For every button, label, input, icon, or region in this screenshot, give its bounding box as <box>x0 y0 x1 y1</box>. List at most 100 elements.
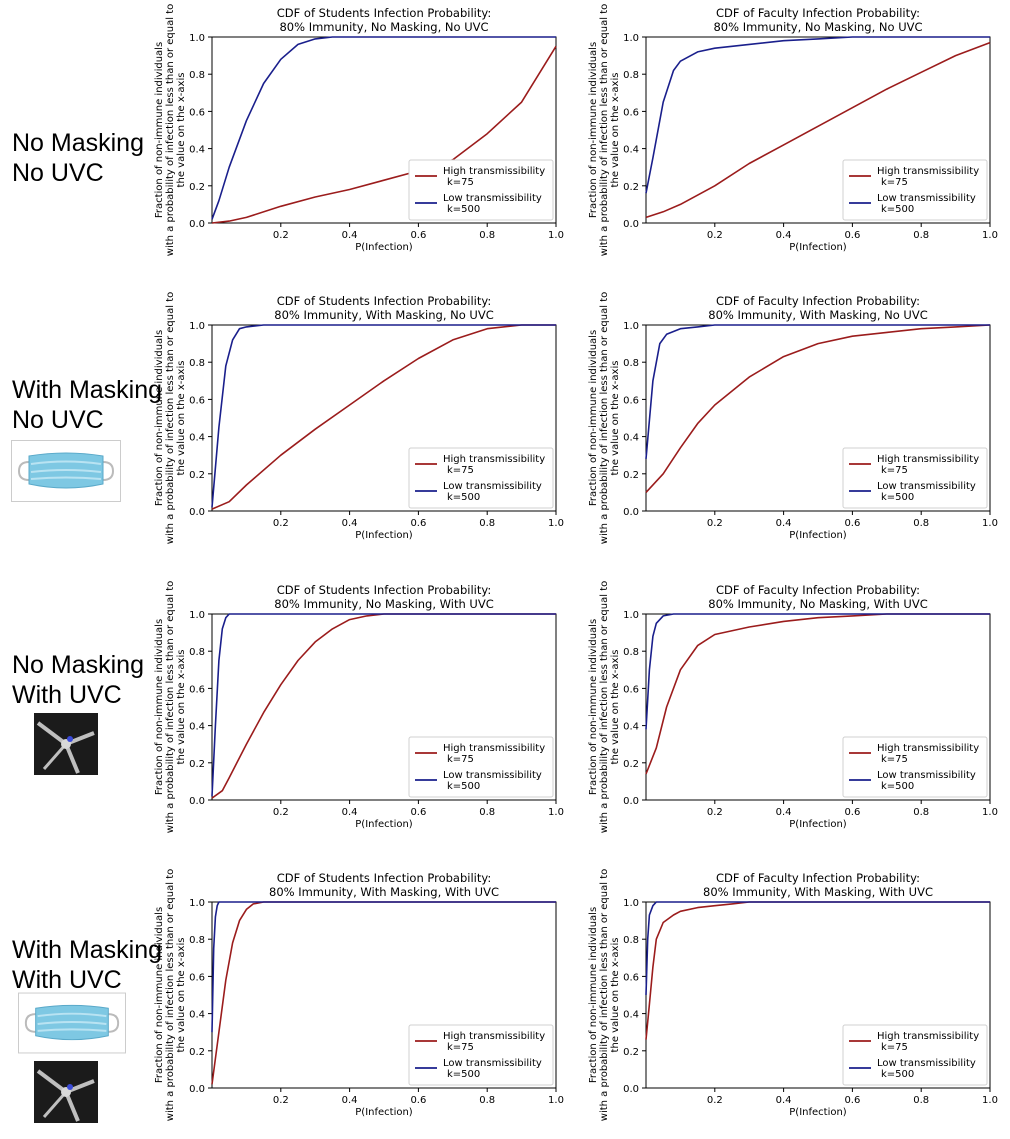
legend-box <box>842 1024 988 1086</box>
x-tick-label: 1.0 <box>548 807 564 818</box>
y-tick-label: 0.6 <box>189 107 205 118</box>
y-tick-label: 0.2 <box>623 1047 639 1058</box>
y-tick-label: 0.6 <box>189 684 205 695</box>
x-tick-label: 0.4 <box>342 518 358 529</box>
y-tick-label: 0.4 <box>623 145 639 156</box>
series-line-low-transmissibility <box>211 901 556 1033</box>
y-tick-label: 0.8 <box>623 358 639 369</box>
y-axis-label-line: Fraction of non-immune individuals <box>154 330 165 506</box>
y-tick-label: 1.0 <box>623 898 639 909</box>
y-axis-label-line: the value on the x-axis <box>176 938 187 1053</box>
legend-label-k: k=500 <box>881 492 914 503</box>
y-axis-label-line: the value on the x-axis <box>610 938 621 1053</box>
y-tick-label: 0.8 <box>623 647 639 658</box>
series-line-high-transmissibility <box>645 901 990 1040</box>
chart-title: CDF of Faculty Infection Probability: <box>716 6 920 20</box>
y-tick-label: 0.0 <box>623 507 639 518</box>
x-tick-label: 0.4 <box>342 1095 358 1106</box>
legend-label: Low transmissibility <box>877 193 976 204</box>
x-tick-label: 0.8 <box>913 230 929 241</box>
x-tick-label: 0.6 <box>410 1095 426 1106</box>
y-tick-label: 0.8 <box>189 70 205 81</box>
chart-title: CDF of Students Infection Probability: <box>277 6 491 20</box>
legend-label-k: k=75 <box>881 1042 908 1053</box>
chart-subtitle: 80% Immunity, No Masking, No UVC <box>713 20 922 34</box>
x-axis-label: P(Infection) <box>355 242 413 253</box>
y-tick-label: 0.4 <box>189 722 205 733</box>
y-tick-label: 0.0 <box>623 219 639 230</box>
legend-label: Low transmissibility <box>877 1058 976 1069</box>
series-line-high-transmissibility <box>211 45 557 224</box>
legend-label-k: k=500 <box>447 781 480 792</box>
y-axis-label-line: with a probability of infection less tha… <box>165 292 176 544</box>
legend-label: Low transmissibility <box>877 770 976 781</box>
legend-label: High transmissibility <box>877 743 979 754</box>
series-line-low-transmissibility <box>645 324 990 459</box>
y-tick-label: 0.6 <box>623 395 639 406</box>
x-tick-label: 0.4 <box>776 807 792 818</box>
chart-faculty-masking-uvc: CDF of Faculty Infection Probability:80%… <box>588 869 998 1121</box>
legend-label-k: k=500 <box>881 1069 914 1080</box>
y-axis-label-line: with a probability of infection less tha… <box>165 581 176 833</box>
x-axis-label: P(Infection) <box>789 819 847 830</box>
legend-label: Low transmissibility <box>877 481 976 492</box>
chart-students-no-masking-no-uvc: CDF of Students Infection Probability:80… <box>154 4 564 256</box>
y-axis-label-line: Fraction of non-immune individuals <box>154 907 165 1083</box>
series-line-low-transmissibility <box>645 901 990 996</box>
y-tick-label: 0.8 <box>189 647 205 658</box>
y-axis-label-line: Fraction of non-immune individuals <box>588 330 599 506</box>
x-tick-label: 0.2 <box>707 1095 723 1106</box>
chart-faculty-no-masking-no-uvc: CDF of Faculty Infection Probability:80%… <box>588 4 998 256</box>
x-axis-label: P(Infection) <box>355 819 413 830</box>
legend-label: High transmissibility <box>877 454 979 465</box>
series-line-high-transmissibility <box>645 41 991 219</box>
legend-label-k: k=75 <box>447 177 474 188</box>
x-tick-label: 0.4 <box>776 230 792 241</box>
legend-label: High transmissibility <box>443 454 545 465</box>
y-axis-label-line: the value on the x-axis <box>176 650 187 765</box>
legend-label: High transmissibility <box>443 743 545 754</box>
x-tick-label: 1.0 <box>982 518 998 529</box>
y-axis-label: Fraction of non-immune individuals with a… <box>588 292 621 544</box>
x-tick-label: 1.0 <box>548 518 564 529</box>
series-line-low-transmissibility <box>211 613 556 797</box>
legend-box <box>842 447 988 509</box>
row-label-line2: No UVC <box>12 406 104 434</box>
y-tick-label: 1.0 <box>623 33 639 44</box>
legend-label-k: k=75 <box>447 1042 474 1053</box>
y-tick-label: 0.2 <box>189 182 205 193</box>
x-tick-label: 1.0 <box>548 230 564 241</box>
y-axis-label: Fraction of non-immune individuals with a… <box>588 869 621 1121</box>
x-axis-label: P(Infection) <box>789 1107 847 1118</box>
chart-students-no-masking-uvc: CDF of Students Infection Probability:80… <box>154 581 564 833</box>
y-tick-label: 0.4 <box>189 145 205 156</box>
legend-box <box>408 1024 554 1086</box>
x-tick-label: 0.6 <box>844 1095 860 1106</box>
legend-box <box>408 447 554 509</box>
series-line-low-transmissibility <box>645 36 990 194</box>
chart-subtitle: 80% Immunity, With Masking, No UVC <box>708 308 928 322</box>
x-tick-label: 0.6 <box>410 807 426 818</box>
plot-frame <box>645 36 991 224</box>
chart-title: CDF of Students Infection Probability: <box>277 583 491 597</box>
y-tick-label: 0.6 <box>623 107 639 118</box>
y-axis-label-line: with a probability of infection less tha… <box>599 581 610 833</box>
legend-label-k: k=75 <box>881 754 908 765</box>
series-line-high-transmissibility <box>211 324 556 510</box>
x-tick-label: 0.8 <box>479 230 495 241</box>
chart-subtitle: 80% Immunity, No Masking, With UVC <box>708 597 928 611</box>
legend-box <box>408 159 554 221</box>
legend-label-k: k=75 <box>881 465 908 476</box>
y-tick-label: 0.2 <box>623 759 639 770</box>
chart-title: CDF of Faculty Infection Probability: <box>716 871 920 885</box>
legend-box <box>842 159 988 221</box>
y-tick-label: 0.6 <box>623 972 639 983</box>
row-label-line2: With UVC <box>12 966 122 994</box>
y-axis-label-line: with a probability of infection less tha… <box>599 4 610 256</box>
row-label-no-masking-uvc: No Masking With UVC <box>12 650 144 710</box>
legend-label-k: k=75 <box>447 754 474 765</box>
x-tick-label: 0.2 <box>707 807 723 818</box>
